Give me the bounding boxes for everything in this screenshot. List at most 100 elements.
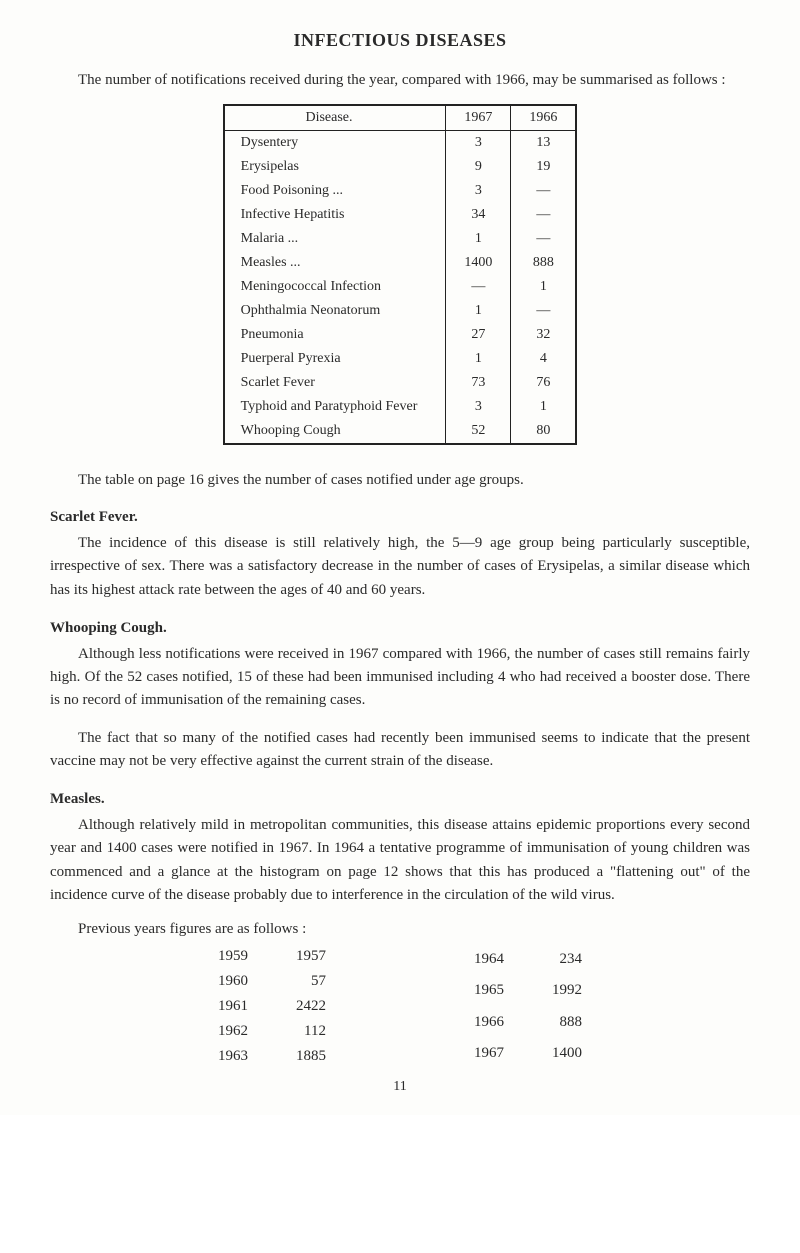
- disease-name: Erysipelas: [224, 155, 446, 179]
- table-row: Scarlet Fever7376: [224, 371, 577, 395]
- col-1966: 1966: [511, 105, 577, 131]
- table-row: Whooping Cough5280: [224, 419, 577, 444]
- value-1966: 19: [511, 155, 577, 179]
- value-1966: 1: [511, 395, 577, 419]
- section-head-scarlet: Scarlet Fever.: [50, 509, 750, 526]
- year-label: 1960: [194, 969, 272, 994]
- para-measles: Although relatively mild in metropolitan…: [50, 814, 750, 907]
- year-label: 1965: [450, 975, 528, 1006]
- page: INFECTIOUS DISEASES The number of notifi…: [0, 0, 800, 1115]
- year-value: 57: [272, 969, 350, 994]
- table-row: Dysentery313: [224, 130, 577, 155]
- disease-name: Scarlet Fever: [224, 371, 446, 395]
- year-value: 234: [528, 944, 606, 975]
- disease-name: Infective Hepatitis: [224, 203, 446, 227]
- disease-name: Dysentery: [224, 130, 446, 155]
- disease-name: Meningococcal Infection: [224, 275, 446, 299]
- page-number: 11: [50, 1079, 750, 1095]
- value-1966: 13: [511, 130, 577, 155]
- year-row: 19612422: [194, 994, 350, 1019]
- year-row: 1962112: [194, 1019, 350, 1044]
- table-row: Pneumonia2732: [224, 323, 577, 347]
- para-whooping-2: The fact that so many of the notified ca…: [50, 727, 750, 774]
- section-head-whooping: Whooping Cough.: [50, 620, 750, 637]
- value-1967: 1400: [446, 251, 511, 275]
- year-value: 1957: [272, 944, 350, 969]
- value-1966: 32: [511, 323, 577, 347]
- disease-name: Puerperal Pyrexia: [224, 347, 446, 371]
- disease-name: Typhoid and Paratyphoid Fever: [224, 395, 446, 419]
- year-label: 1967: [450, 1038, 528, 1069]
- table-body: Dysentery313Erysipelas919Food Poisoning …: [224, 130, 577, 444]
- value-1967: 3: [446, 130, 511, 155]
- year-value: 2422: [272, 994, 350, 1019]
- value-1966: 4: [511, 347, 577, 371]
- value-1966: —: [511, 179, 577, 203]
- value-1967: 9: [446, 155, 511, 179]
- table-row: Malaria ...1—: [224, 227, 577, 251]
- disease-name: Pneumonia: [224, 323, 446, 347]
- year-label: 1959: [194, 944, 272, 969]
- year-value: 888: [528, 1007, 606, 1038]
- year-row: 19631885: [194, 1044, 350, 1069]
- value-1967: 52: [446, 419, 511, 444]
- value-1967: 34: [446, 203, 511, 227]
- year-row: 1964234: [450, 944, 606, 975]
- value-1966: —: [511, 227, 577, 251]
- table-row: Meningococcal Infection—1: [224, 275, 577, 299]
- year-row: 1966888: [450, 1007, 606, 1038]
- para-whooping-1: Although less notifications were receive…: [50, 643, 750, 713]
- year-row: 19671400: [450, 1038, 606, 1069]
- value-1966: 80: [511, 419, 577, 444]
- col-disease: Disease.: [224, 105, 446, 131]
- year-label: 1961: [194, 994, 272, 1019]
- year-label: 1964: [450, 944, 528, 975]
- disease-name: Ophthalmia Neonatorum: [224, 299, 446, 323]
- table-row: Infective Hepatitis34—: [224, 203, 577, 227]
- table-row: Puerperal Pyrexia14: [224, 347, 577, 371]
- table-header-row: Disease. 1967 1966: [224, 105, 577, 131]
- disease-name: Food Poisoning ...: [224, 179, 446, 203]
- year-label: 1963: [194, 1044, 272, 1069]
- years-left: 1959195719605719612422196211219631885: [194, 944, 350, 1069]
- year-value: 1885: [272, 1044, 350, 1069]
- value-1967: 73: [446, 371, 511, 395]
- value-1967: 3: [446, 395, 511, 419]
- year-value: 1400: [528, 1038, 606, 1069]
- value-1966: —: [511, 203, 577, 227]
- value-1967: 1: [446, 227, 511, 251]
- year-label: 1962: [194, 1019, 272, 1044]
- disease-name: Measles ...: [224, 251, 446, 275]
- value-1967: 3: [446, 179, 511, 203]
- intro-paragraph: The number of notifications received dur…: [50, 69, 750, 92]
- year-value: 112: [272, 1019, 350, 1044]
- col-1967: 1967: [446, 105, 511, 131]
- years-right: 196423419651992196688819671400: [450, 944, 606, 1069]
- section-head-measles: Measles.: [50, 791, 750, 808]
- disease-table-wrap: Disease. 1967 1966 Dysentery313Erysipela…: [50, 104, 750, 445]
- para-scarlet: The incidence of this disease is still r…: [50, 532, 750, 602]
- disease-name: Whooping Cough: [224, 419, 446, 444]
- value-1967: 1: [446, 347, 511, 371]
- year-value: 1992: [528, 975, 606, 1006]
- page-title: INFECTIOUS DISEASES: [50, 30, 750, 51]
- disease-table: Disease. 1967 1966 Dysentery313Erysipela…: [223, 104, 578, 445]
- table-row: Typhoid and Paratyphoid Fever31: [224, 395, 577, 419]
- table-note: The table on page 16 gives the number of…: [50, 469, 750, 492]
- years-figures: 1959195719605719612422196211219631885 19…: [50, 944, 750, 1069]
- table-row: Erysipelas919: [224, 155, 577, 179]
- table-row: Food Poisoning ...3—: [224, 179, 577, 203]
- year-row: 19651992: [450, 975, 606, 1006]
- value-1966: —: [511, 299, 577, 323]
- value-1967: 27: [446, 323, 511, 347]
- value-1966: 888: [511, 251, 577, 275]
- disease-name: Malaria ...: [224, 227, 446, 251]
- year-row: 19591957: [194, 944, 350, 969]
- value-1967: 1: [446, 299, 511, 323]
- year-row: 196057: [194, 969, 350, 994]
- value-1966: 1: [511, 275, 577, 299]
- year-label: 1966: [450, 1007, 528, 1038]
- value-1967: —: [446, 275, 511, 299]
- table-row: Measles ...1400888: [224, 251, 577, 275]
- table-row: Ophthalmia Neonatorum1—: [224, 299, 577, 323]
